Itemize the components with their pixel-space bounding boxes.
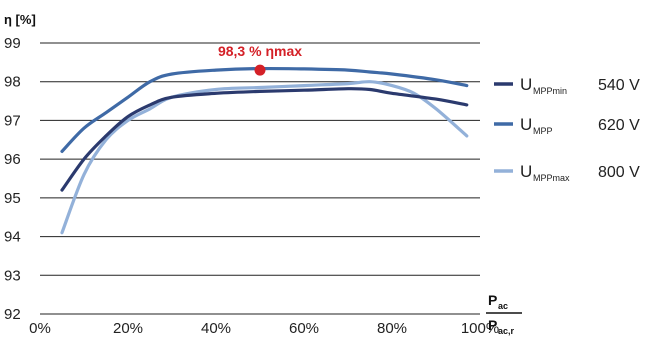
peak-point xyxy=(254,64,266,76)
x-tick-80: 80% xyxy=(377,320,407,337)
x-label-denominator-sub: ac,r xyxy=(498,326,515,336)
x-tick-100: 100% xyxy=(461,320,499,337)
y-tick-92: 92 xyxy=(4,306,21,323)
legend-symbol: U xyxy=(520,75,532,94)
y-tick-98: 98 xyxy=(4,74,21,91)
x-label-numerator-sub: ac xyxy=(498,301,508,311)
legend: U MPPmin 540 VU MPP 620 VU MPPmax 800 V xyxy=(494,75,640,183)
series-line-mppmin xyxy=(60,87,469,192)
x-label-numerator: P xyxy=(488,292,497,308)
legend-item-mppmin: U MPPmin 540 V xyxy=(494,75,640,96)
y-tick-93: 93 xyxy=(4,267,21,284)
legend-voltage: 540 V xyxy=(598,77,640,94)
y-axis-label: η [%] xyxy=(4,12,36,27)
legend-subscript: MPPmax xyxy=(533,173,570,183)
legend-voltage: 800 V xyxy=(598,164,640,181)
x-tick-40: 40% xyxy=(201,320,231,337)
x-tick-20: 20% xyxy=(113,320,143,337)
x-tick-labels: 0% 20% 40% 60% 80% 100% xyxy=(29,320,499,337)
series-lines xyxy=(60,66,469,235)
series-line-mpp xyxy=(60,66,469,153)
peak-annotation: 98,3 % ηmax xyxy=(218,43,302,76)
y-tick-97: 97 xyxy=(4,112,21,129)
legend-subscript: MPPmin xyxy=(533,86,567,96)
grid-lines xyxy=(40,42,480,315)
legend-subscript: MPP xyxy=(533,126,553,136)
x-axis-label: P ac P ac,r xyxy=(486,292,522,336)
x-tick-0: 0% xyxy=(29,320,51,337)
y-tick-94: 94 xyxy=(4,229,21,246)
x-label-denominator: P xyxy=(488,317,497,333)
x-tick-60: 60% xyxy=(289,320,319,337)
y-tick-99: 99 xyxy=(4,35,21,52)
series-line-mppmax xyxy=(60,80,469,235)
legend-symbol: U xyxy=(520,115,532,134)
legend-item-mppmax: U MPPmax 800 V xyxy=(494,162,640,183)
peak-label: 98,3 % ηmax xyxy=(218,43,302,59)
y-tick-95: 95 xyxy=(4,190,21,207)
legend-item-mpp: U MPP 620 V xyxy=(494,115,640,136)
legend-voltage: 620 V xyxy=(598,117,640,134)
y-tick-96: 96 xyxy=(4,151,21,168)
y-tick-labels: 92 93 94 95 96 97 98 99 xyxy=(4,35,21,323)
legend-symbol: U xyxy=(520,162,532,181)
